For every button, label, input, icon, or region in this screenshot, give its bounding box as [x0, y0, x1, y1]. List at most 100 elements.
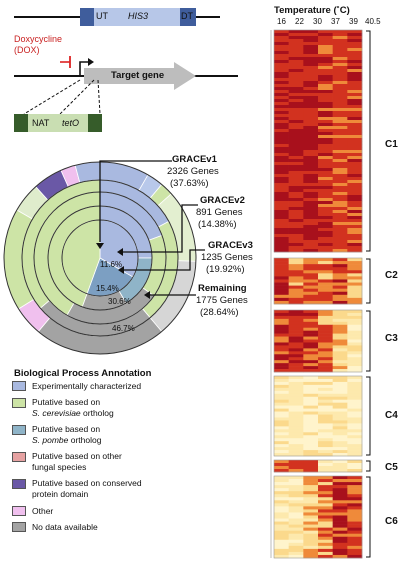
heatmap-cell: [318, 327, 333, 331]
heatmap-cell: [274, 435, 289, 439]
heatmap-cell: [332, 369, 348, 373]
group-name: GRACEv2: [200, 195, 245, 206]
heatmap-cell: [347, 210, 363, 214]
heatmap-cell: [274, 60, 289, 64]
heatmap-cell: [332, 488, 348, 492]
heatmap-cell: [347, 339, 363, 343]
heatmap-cell: [303, 336, 319, 340]
heatmap-cell: [347, 417, 363, 421]
heatmap-cell: [318, 84, 333, 88]
heatmap-cell: [332, 147, 348, 151]
heatmap-cell: [274, 500, 289, 504]
heatmap-cell: [318, 162, 333, 166]
heatmap-cell: [318, 482, 333, 486]
heatmap-cell: [318, 150, 333, 154]
target-gene-label: Target gene: [111, 70, 165, 81]
heatmap-cell: [332, 321, 348, 326]
heatmap-cell: [288, 381, 304, 386]
heatmap-cell: [318, 171, 333, 175]
heatmap-cell: [288, 87, 304, 91]
heatmap-cell: [318, 99, 333, 103]
heatmap-cell: [332, 376, 348, 380]
cluster-label-c3: C3: [385, 333, 398, 344]
heatmap-cell: [347, 63, 363, 67]
heatmap-cell: [318, 198, 333, 202]
heatmap-cell: [303, 282, 319, 286]
heatmap-cell: [347, 521, 363, 525]
heatmap-cell: [274, 369, 289, 373]
leader-v2: [122, 204, 198, 253]
heatmap-cell: [332, 453, 348, 457]
heatmap-cell: [318, 396, 333, 401]
heatmap-cluster-block: [274, 258, 363, 305]
inner-label-3: 30.6%: [108, 297, 131, 306]
heatmap-cell: [347, 201, 363, 205]
heatmap-cell: [318, 141, 333, 145]
heatmap-cell: [303, 417, 319, 421]
heatmap-cell: [332, 336, 348, 340]
heatmap-cell: [347, 548, 363, 553]
heatmap-cell: [332, 153, 348, 157]
heatmap-cell: [318, 426, 333, 430]
heatmap-cell: [303, 288, 319, 293]
heatmap-cell: [318, 36, 333, 40]
heatmap-cell: [318, 321, 333, 326]
heatmap-cell: [288, 132, 304, 136]
heatmap-cell: [274, 408, 289, 412]
heatmap-cell: [347, 530, 363, 535]
heatmap-cell: [288, 363, 304, 367]
heatmap-cell: [274, 324, 289, 329]
heatmap-cell: [274, 102, 289, 106]
heatmap-cell: [303, 81, 319, 85]
heatmap-cell: [274, 279, 289, 283]
inner-label-4: 46.7%: [112, 324, 135, 333]
legend-label-line2: fungal species: [32, 462, 87, 472]
heatmap-cell: [288, 294, 304, 299]
heatmap-cell: [318, 90, 333, 94]
heatmap-cell: [318, 192, 333, 196]
heatmap-cell: [318, 491, 333, 495]
heatmap-cell: [347, 503, 363, 507]
heatmap-cell: [347, 141, 363, 145]
heatmap-cell: [347, 135, 363, 139]
heatmap-cell: [318, 542, 333, 547]
heatmap-cell: [332, 231, 348, 235]
heatmap-cell: [318, 339, 333, 343]
heatmap-cell: [347, 345, 363, 349]
heatmap-cell: [347, 524, 363, 528]
heatmap-cell: [332, 66, 348, 70]
heatmap-cell: [288, 369, 304, 373]
heatmap-cell: [318, 512, 333, 516]
heatmap-cell: [318, 279, 333, 283]
heatmap-cell: [303, 198, 319, 202]
heatmap-cell: [347, 435, 363, 439]
heatmap-cell: [318, 342, 333, 346]
heatmap-cell: [288, 366, 304, 370]
heatmap-cell: [274, 417, 289, 421]
heatmap-cell: [288, 126, 304, 130]
heatmap-cell: [347, 294, 363, 299]
heatmap-cell: [274, 198, 289, 202]
heatmap-cell: [274, 267, 289, 271]
heatmap-cell: [274, 111, 289, 115]
heatmap-cell: [303, 150, 319, 154]
heatmap-cell: [303, 387, 319, 392]
heatmap-cell: [318, 123, 333, 127]
heatmap-cell: [303, 174, 319, 178]
heatmap-cell: [274, 69, 289, 73]
heatmap-cell: [318, 518, 333, 522]
heatmap-cell: [318, 348, 333, 352]
heatmap-cell: [288, 168, 304, 172]
heatmap-cell: [274, 351, 289, 355]
heatmap-cell: [303, 84, 319, 88]
heatmap-cell: [288, 171, 304, 175]
heatmap-cell: [347, 515, 363, 519]
heatmap-cell: [332, 318, 348, 323]
heatmap-cell: [288, 120, 304, 124]
heatmap-cell: [332, 87, 348, 91]
construct-lines: [14, 8, 238, 132]
arrow-rem: [144, 291, 150, 299]
heatmap-cell: [347, 225, 363, 229]
heatmap-cell: [274, 54, 289, 58]
heatmap-cell: [347, 240, 363, 244]
